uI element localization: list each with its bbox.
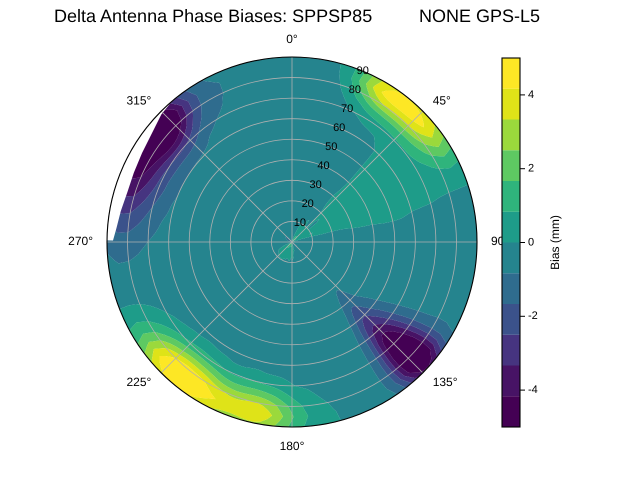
svg-text:270°: 270° bbox=[68, 234, 93, 248]
svg-text:-2: -2 bbox=[528, 310, 538, 322]
svg-text:315°: 315° bbox=[126, 93, 151, 107]
svg-text:80: 80 bbox=[349, 84, 361, 96]
svg-text:2: 2 bbox=[528, 163, 534, 175]
svg-text:50: 50 bbox=[325, 141, 337, 153]
svg-text:4: 4 bbox=[528, 89, 534, 101]
svg-text:0°: 0° bbox=[286, 32, 298, 46]
svg-text:60: 60 bbox=[333, 122, 345, 134]
svg-text:45°: 45° bbox=[433, 93, 451, 107]
svg-text:0: 0 bbox=[528, 236, 534, 248]
svg-text:180°: 180° bbox=[280, 439, 305, 453]
svg-text:135°: 135° bbox=[433, 375, 458, 389]
svg-text:40: 40 bbox=[317, 160, 329, 172]
svg-text:90: 90 bbox=[357, 65, 369, 77]
svg-text:20: 20 bbox=[302, 198, 314, 210]
svg-text:-4: -4 bbox=[528, 384, 538, 396]
svg-text:225°: 225° bbox=[126, 375, 151, 389]
svg-text:70: 70 bbox=[341, 103, 353, 115]
svg-text:10: 10 bbox=[294, 217, 306, 229]
svg-text:30: 30 bbox=[309, 179, 321, 191]
svg-text:Bias (mm): Bias (mm) bbox=[548, 215, 562, 270]
